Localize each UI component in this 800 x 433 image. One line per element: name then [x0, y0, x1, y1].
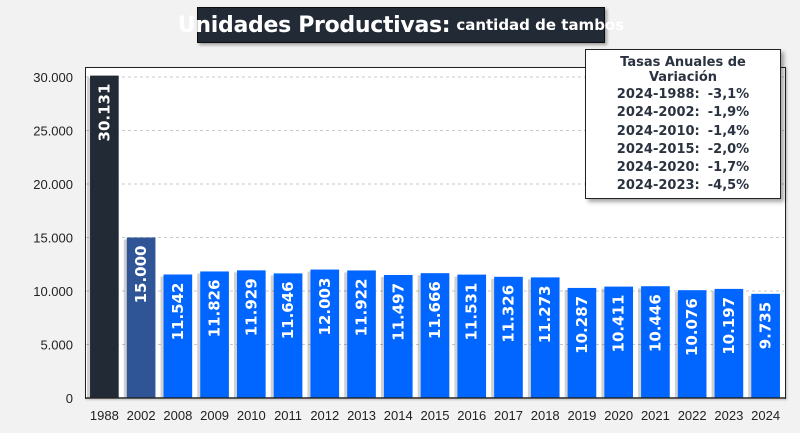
chart-title-main: Unidades Productivas: — [177, 12, 451, 38]
y-tick-label: 30.000 — [33, 70, 73, 85]
x-tick-label: 2019 — [567, 408, 596, 423]
bar-2010 — [236, 270, 266, 398]
x-tick-label: 2016 — [457, 408, 486, 423]
data-label: 11.542 — [169, 283, 187, 341]
bar-2019 — [567, 287, 597, 398]
bar-2012 — [310, 269, 340, 398]
x-tick-label: 2023 — [714, 408, 743, 423]
x-tick-label: 2021 — [641, 408, 670, 423]
data-label: 11.929 — [242, 278, 260, 336]
y-tick-label: 20.000 — [33, 177, 73, 192]
y-axis-ticks: 0 5.000 10.000 15.000 20.000 25.000 30.000 — [33, 70, 73, 406]
bar-2008 — [163, 274, 193, 398]
bar-2015 — [420, 273, 450, 398]
bar-2013 — [347, 270, 376, 398]
chart-title: Unidades Productivas: cantidad de tambos — [178, 7, 624, 43]
y-tick-label: 5.000 — [40, 338, 73, 353]
bar-2021 — [641, 286, 670, 398]
y-tick-label: 15.000 — [33, 231, 73, 246]
annual-rate-row: 2024-2015: -2,0% — [586, 141, 780, 159]
annual-rates-box: Tasas Anuales de Variación 2024-1988: -3,… — [585, 49, 781, 199]
bar-1988 — [90, 75, 119, 398]
chart-title-sub: cantidad de tambos — [456, 16, 625, 34]
x-tick-label: 2013 — [347, 408, 376, 423]
bar-2024 — [751, 293, 780, 398]
annual-rate-row: 2024-2010: -1,4% — [586, 123, 780, 141]
rate-period: 2024-2002: — [616, 105, 700, 121]
x-tick-label: 2009 — [200, 408, 229, 423]
x-tick-label: 2018 — [531, 408, 560, 423]
data-label: 10.446 — [646, 294, 664, 352]
rate-value: -4,5% — [707, 178, 750, 194]
data-label: 11.922 — [353, 278, 371, 336]
data-label: 10.411 — [610, 295, 628, 353]
rate-period: 2024-1988: — [616, 87, 700, 102]
data-label: 11.646 — [279, 281, 297, 339]
x-tick-label: 2002 — [127, 408, 156, 423]
x-tick-label: 2010 — [237, 408, 266, 423]
data-label: 15.000 — [132, 246, 150, 304]
x-tick-label: 2014 — [384, 408, 413, 423]
x-tick-label: 2011 — [274, 408, 302, 423]
rate-period: 2024-2023: — [616, 178, 700, 194]
rate-value: -1,7% — [707, 160, 750, 176]
data-label: 11.497 — [389, 283, 407, 341]
data-label: 11.531 — [463, 283, 481, 341]
x-tick-label: 2022 — [678, 408, 707, 423]
x-tick-label: 1988 — [90, 408, 119, 423]
x-tick-label: 2024 — [751, 408, 780, 423]
y-tick-label: 25.000 — [33, 124, 73, 139]
annual-rates-list: 2024-1988: -3,1% 2024-2002: -1,9% 2024-2010:… — [586, 86, 780, 196]
data-label: 30.131 — [95, 84, 113, 142]
data-label: 10.076 — [683, 298, 701, 356]
x-tick-label: 2020 — [604, 408, 633, 423]
bar-2002 — [126, 237, 156, 398]
rate-value: -1,4% — [707, 123, 750, 139]
x-tick-label: 2017 — [494, 408, 523, 423]
annual-rate-row: 2024-2020: -1,7% — [586, 159, 780, 177]
bar-2011 — [273, 273, 303, 398]
annual-rate-row: 2024-1988: -3,1% — [586, 86, 780, 104]
rate-period: 2024-2010: — [616, 123, 700, 139]
data-label: 11.826 — [206, 279, 224, 337]
x-tick-label: 2008 — [163, 408, 192, 423]
bars: 30.131 15.000 11.542 11.826 11.929 11.646 12.0… — [87, 75, 780, 398]
bar-2014 — [383, 274, 413, 398]
data-label: 11.326 — [499, 285, 517, 343]
data-label: 9.735 — [757, 302, 775, 349]
data-label: 12.003 — [316, 278, 334, 336]
rate-period: 2024-2020: — [616, 160, 700, 176]
bar-2023 — [714, 288, 744, 398]
data-label: 11.273 — [536, 285, 554, 343]
bar-2009 — [200, 271, 229, 398]
rate-value: -3,1% — [707, 87, 750, 102]
x-tick-label: 2015 — [421, 408, 450, 423]
annual-rate-row: 2024-2002: -1,9% — [586, 104, 780, 122]
bar-2022 — [677, 290, 707, 398]
bar-2017 — [494, 276, 523, 398]
rate-value: -1,9% — [707, 105, 750, 121]
rate-value: -2,0% — [707, 141, 750, 157]
rate-period: 2024-2015: — [616, 141, 700, 157]
bar-2016 — [457, 274, 487, 398]
data-label: 10.287 — [573, 296, 591, 354]
data-label: 11.666 — [426, 281, 444, 339]
y-tick-label: 10.000 — [33, 284, 73, 299]
bar-2020 — [604, 286, 634, 398]
bar-2018 — [530, 277, 560, 398]
data-label: 10.197 — [720, 297, 738, 355]
y-tick-label: 0 — [66, 391, 73, 406]
annual-rate-row: 2024-2023: -4,5% — [586, 177, 780, 195]
x-tick-label: 2012 — [310, 408, 339, 423]
annual-rates-title: Tasas Anuales de Variación — [620, 55, 746, 85]
x-axis-ticks: 1988 2002 2008 2009 2010 2011 2012 2013 2014 2015… — [90, 408, 780, 423]
